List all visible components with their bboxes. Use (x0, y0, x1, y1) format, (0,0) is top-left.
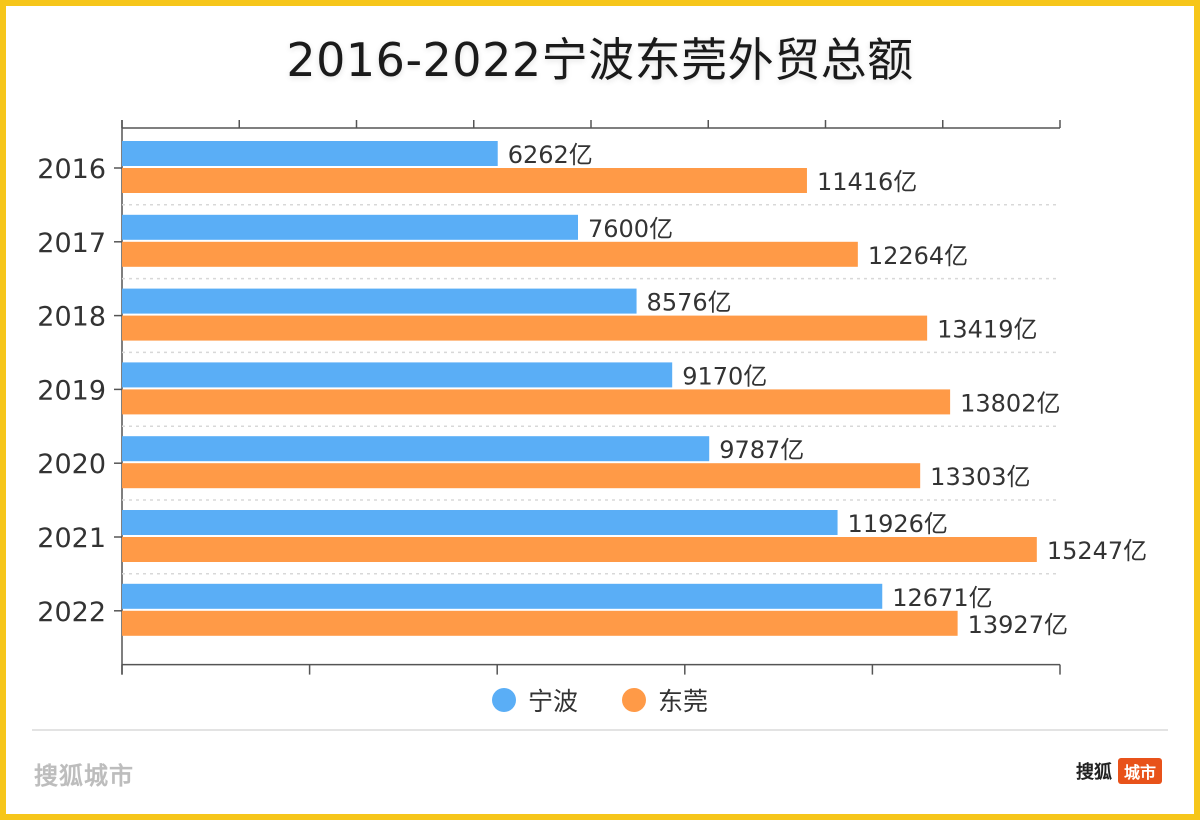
footer-brand-right: 搜狐 城市 (1076, 758, 1162, 784)
bar-ningbo (122, 362, 673, 388)
bar-dongguan (122, 610, 958, 636)
brand-right-badge: 城市 (1117, 758, 1162, 784)
y-tick-label: 2019 (37, 375, 106, 406)
data-label-ningbo: 12671亿 (892, 584, 992, 612)
data-label-dongguan: 11416亿 (817, 168, 917, 196)
bar-ningbo (122, 510, 838, 535)
data-label-dongguan: 12264亿 (868, 242, 968, 270)
data-label-ningbo: 11926亿 (848, 510, 948, 538)
legend-dot-ningbo (491, 688, 516, 712)
data-label-dongguan: 15247亿 (1047, 537, 1147, 565)
data-label-dongguan: 13927亿 (968, 611, 1068, 639)
bar-ningbo (122, 288, 637, 314)
brand-right-text: 搜狐 (1075, 762, 1112, 783)
chart-title: 2016-2022宁波东莞外贸总额 (286, 33, 914, 87)
legend-label-dongguan: 东莞 (658, 687, 709, 716)
data-label-ningbo: 7600亿 (588, 215, 673, 243)
y-tick-label: 2020 (37, 449, 106, 480)
legend: 宁波 东莞 (0, 682, 1200, 718)
data-label-ningbo: 9170亿 (682, 362, 767, 390)
data-label-ningbo: 9787亿 (719, 436, 804, 464)
bar-dongguan (122, 315, 928, 341)
bar-dongguan (122, 537, 1037, 562)
bar-dongguan (122, 463, 921, 489)
bar-ningbo (122, 436, 710, 462)
footer-divider (32, 729, 1168, 731)
footer-brand-left: 搜狐城市 (34, 762, 134, 790)
y-tick-label: 2021 (37, 523, 106, 554)
bar-dongguan (122, 168, 807, 193)
y-tick-label: 2022 (37, 597, 106, 628)
data-label-dongguan: 13802亿 (960, 389, 1060, 417)
bar-ningbo (122, 141, 498, 166)
y-tick-label: 2016 (37, 154, 106, 185)
y-tick-label: 2017 (37, 228, 106, 259)
bar-dongguan (122, 241, 858, 267)
bar-dongguan (122, 389, 951, 415)
data-label-ningbo: 6262亿 (508, 141, 593, 169)
data-label-dongguan: 13419亿 (937, 316, 1037, 344)
data-label-dongguan: 13303亿 (930, 463, 1030, 491)
legend-item-dongguan[interactable]: 东莞 (622, 682, 708, 718)
data-label-ningbo: 8576亿 (647, 289, 732, 317)
bar-ningbo (122, 214, 578, 240)
legend-item-ningbo[interactable]: 宁波 (491, 682, 578, 718)
y-tick-label: 2018 (37, 302, 106, 333)
legend-dot-dongguan (622, 688, 646, 712)
bar-ningbo (122, 583, 883, 609)
legend-label-ningbo: 宁波 (527, 687, 578, 716)
